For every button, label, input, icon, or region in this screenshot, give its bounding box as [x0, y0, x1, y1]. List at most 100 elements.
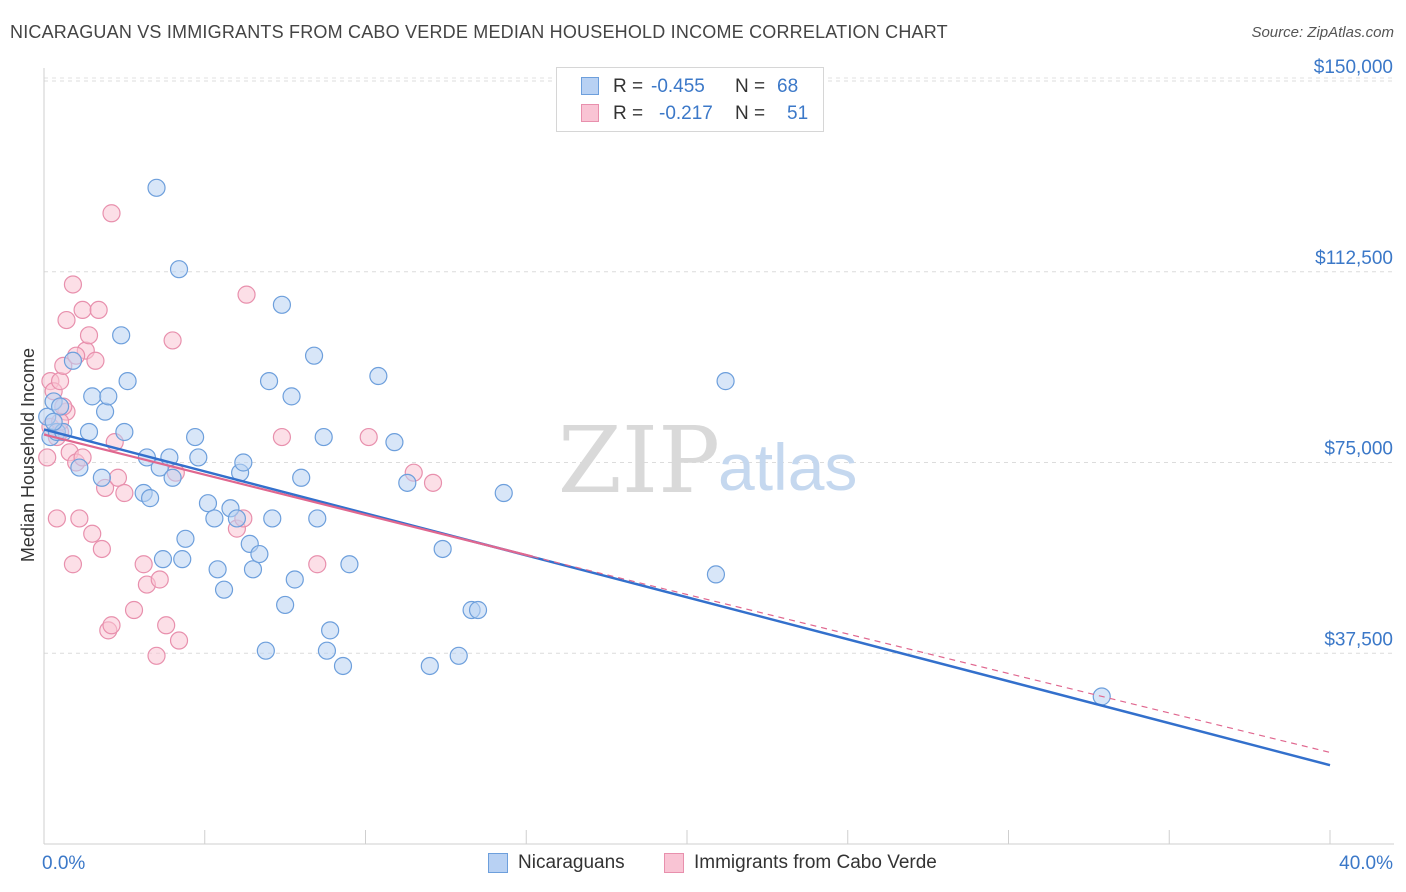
bottom-legend-swatch-blue — [488, 853, 508, 873]
y-tick-label: $150,000 — [1314, 57, 1393, 78]
point-cabo-verde — [147, 646, 166, 665]
point-nicaraguans — [259, 372, 279, 391]
point-cabo-verde — [38, 448, 57, 467]
point-nicaraguans — [70, 458, 89, 477]
point-nicaraguans — [494, 483, 513, 503]
point-nicaraguans — [308, 509, 327, 528]
legend-r-label: R = — [613, 103, 644, 124]
point-nicaraguans — [63, 351, 83, 370]
trendline-cabo-verde — [43, 433, 533, 558]
legend-swatch-pink — [581, 104, 599, 122]
point-nicaraguans — [716, 372, 735, 391]
point-nicaraguans — [398, 473, 417, 492]
point-cabo-verde — [70, 509, 89, 528]
watermark-atlas: atlas — [718, 430, 857, 504]
legend-swatch-blue — [581, 77, 599, 95]
point-nicaraguans — [468, 600, 488, 620]
point-nicaraguans — [263, 509, 282, 528]
point-nicaraguans — [706, 565, 726, 584]
point-nicaraguans — [83, 387, 102, 406]
point-cabo-verde — [86, 351, 105, 370]
point-cabo-verde — [102, 204, 121, 223]
bottom-legend-swatch-pink — [664, 853, 684, 873]
bottom-legend-label: Immigrants from Cabo Verde — [694, 852, 937, 873]
point-cabo-verde — [108, 468, 128, 487]
point-cabo-verde — [47, 509, 66, 528]
point-cabo-verde — [237, 285, 256, 304]
point-nicaraguans — [243, 560, 263, 579]
legend-n-value: 51 — [787, 103, 809, 124]
point-cabo-verde — [134, 555, 153, 574]
point-nicaraguans — [420, 656, 439, 676]
point-nicaraguans — [292, 468, 311, 487]
point-cabo-verde — [157, 616, 176, 635]
point-nicaraguans — [118, 372, 137, 391]
legend-n-label: N = — [735, 76, 766, 97]
point-nicaraguans — [115, 422, 134, 442]
trendlines — [43, 428, 1331, 767]
point-nicaraguans — [369, 366, 388, 386]
point-nicaraguans — [214, 580, 234, 599]
point-cabo-verde — [92, 539, 111, 559]
point-cabo-verde — [423, 473, 443, 492]
x-tick-label-max: 40.0% — [1339, 853, 1393, 874]
point-cabo-verde — [73, 300, 92, 319]
point-nicaraguans — [449, 646, 468, 665]
point-nicaraguans — [186, 427, 205, 447]
point-nicaraguans — [333, 656, 353, 676]
point-cabo-verde — [359, 427, 378, 447]
point-cabo-verde — [102, 616, 121, 635]
point-nicaraguans — [282, 387, 301, 406]
point-nicaraguans — [256, 641, 275, 660]
point-nicaraguans — [250, 544, 269, 564]
point-cabo-verde — [83, 524, 102, 543]
point-cabo-verde — [163, 331, 182, 350]
point-nicaraguans — [433, 539, 452, 559]
point-cabo-verde — [79, 326, 99, 345]
point-cabo-verde — [57, 310, 76, 330]
point-nicaraguans — [198, 494, 218, 513]
point-cabo-verde — [115, 483, 134, 503]
point-nicaraguans — [140, 489, 160, 508]
point-cabo-verde — [272, 427, 292, 447]
legend-n-label: N = — [735, 103, 766, 124]
point-cabo-verde — [124, 600, 144, 620]
point-nicaraguans — [79, 422, 99, 442]
point-cabo-verde — [308, 555, 327, 574]
point-nicaraguans — [317, 641, 337, 660]
legend-n-value: 68 — [777, 76, 799, 97]
correlation-legend: R = -0.455 N = 68 R = -0.217 N = 51 — [556, 67, 824, 132]
point-nicaraguans — [321, 621, 340, 640]
point-nicaraguans — [173, 550, 192, 569]
point-nicaraguans — [50, 397, 70, 416]
trendline-nicaraguans — [43, 428, 1331, 767]
point-cabo-verde — [150, 570, 169, 589]
y-axis-title: Median Household Income — [18, 348, 38, 562]
point-nicaraguans — [163, 468, 182, 487]
point-nicaraguans — [340, 555, 359, 574]
point-nicaraguans — [92, 468, 111, 487]
point-nicaraguans — [205, 509, 224, 528]
point-cabo-verde — [50, 372, 70, 391]
point-nicaraguans — [285, 570, 304, 589]
point-nicaraguans — [147, 178, 166, 197]
point-cabo-verde — [63, 555, 83, 574]
data-points — [38, 178, 1111, 706]
watermark-zip: ZIP — [558, 407, 720, 514]
point-nicaraguans — [208, 560, 227, 579]
trendline-cabo-verde — [532, 556, 1331, 754]
y-tick-label: $112,500 — [1315, 248, 1393, 269]
point-nicaraguans — [176, 529, 195, 548]
point-nicaraguans — [234, 453, 253, 472]
point-nicaraguans — [99, 387, 118, 406]
point-nicaraguans — [95, 402, 115, 421]
x-tick-label-min: 0.0% — [42, 853, 85, 874]
point-nicaraguans — [112, 326, 131, 345]
point-nicaraguans — [276, 595, 295, 615]
point-nicaraguans — [304, 346, 324, 365]
point-nicaraguans — [227, 509, 246, 528]
point-nicaraguans — [153, 550, 173, 569]
legend-r-value: -0.217 — [659, 103, 713, 124]
point-nicaraguans — [314, 427, 333, 447]
